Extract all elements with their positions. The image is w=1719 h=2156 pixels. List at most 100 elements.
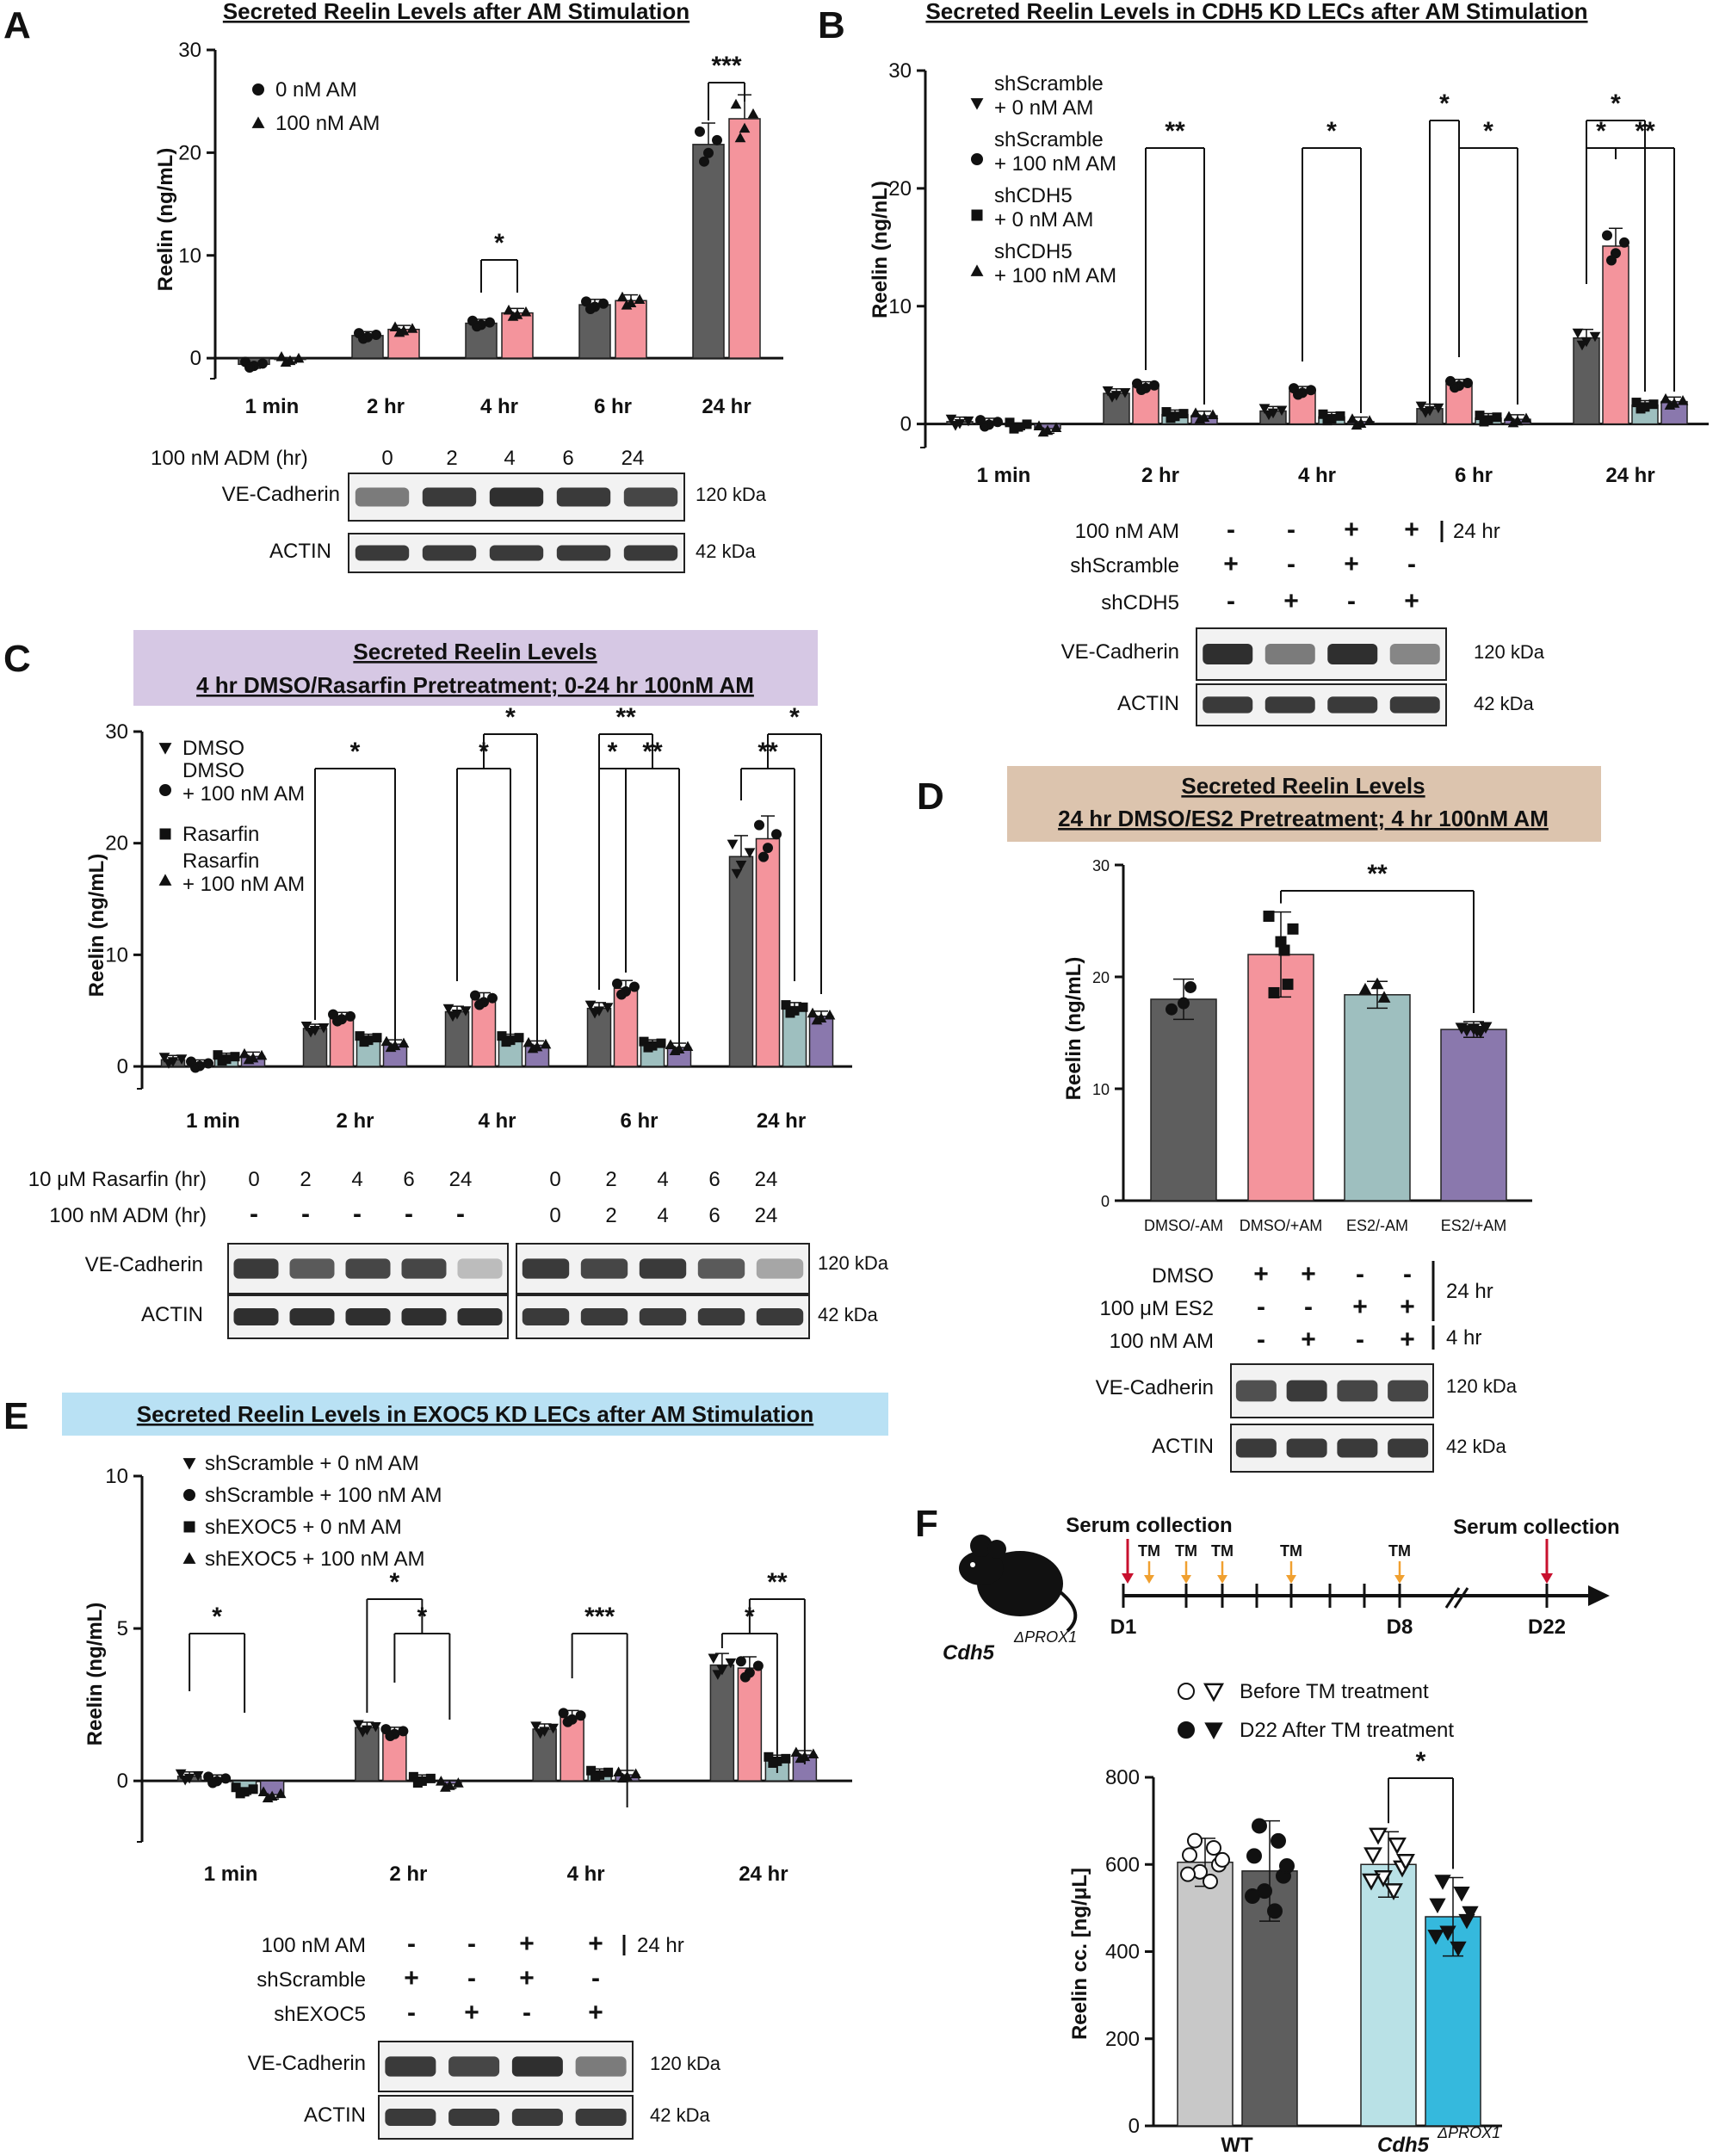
panel-e-data-point [262,1792,274,1803]
panel-b-data-point [1190,407,1202,417]
panel-c-data-point [540,1038,552,1049]
panel-a-data-point [703,147,714,158]
panel-f-data-point [1206,1840,1221,1856]
panel-b-data-point [1033,420,1045,430]
panel-c-data-point [203,1058,213,1069]
panel-e-ytick-label: 10 [105,1465,128,1488]
panel-f-data-point [1369,1827,1388,1845]
panel-a-blot-band [355,487,410,507]
panel-c-data-point [487,992,498,1004]
panel-c-blot-kda: 42 kDa [818,1304,878,1325]
panel-c-title-box [133,630,818,706]
panel-b-legend-label: shCDH5 [994,240,1073,263]
panel-f-bar [1360,1863,1417,2127]
panel-b-legend-marker [971,209,983,221]
panel-f-data-point [1215,1851,1230,1868]
panel-b-blot-cond-value: - [1347,587,1356,615]
panel-c-data-point [616,989,627,1000]
panel-a-data-point [520,306,532,317]
panel-c-data-point [807,1007,819,1018]
panel-d-blot-band [1286,1380,1327,1402]
panel-b-category-label: 24 hr [1605,464,1654,487]
panel-c-bar [782,1007,807,1067]
panel-b-data-point [1335,411,1345,421]
panel-c-data-point [643,1042,653,1053]
panel-c-data-point [460,1006,472,1016]
panel-c-significance: * [505,703,516,732]
panel-c-data-point [754,819,764,831]
panel-d-blot-suffix: 24 hr [1446,1280,1493,1303]
panel-c-data-point [656,1038,666,1048]
panel-d-data-point [1479,1022,1493,1035]
panel-c-blot-row-label: VE-Cadherin [85,1253,203,1276]
panel-f-tm-label: TM [1388,1542,1411,1560]
panel-b-letter: B [818,4,845,46]
panel-d-data-point [1278,944,1290,956]
panel-f-data-point [1246,1848,1262,1864]
panel-e-title-box [62,1393,888,1436]
panel-b-blot-cond-label: shCDH5 [1101,591,1179,615]
panel-e-data-point [436,1776,447,1786]
panel-b-data-point [1037,426,1049,437]
panel-c-data-point [763,843,773,854]
panel-a-blot-band [422,545,477,561]
panel-c-data-point [758,851,769,862]
panel-e-y-label: Reelin (ng/mL) [83,1603,107,1746]
panel-b-data-point [1619,237,1629,248]
panel-a-blot-band [623,545,678,561]
panel-e-blot-band [448,2056,500,2077]
panel-d-blot-cond-label: DMSO [1152,1264,1214,1288]
panel-a-blot-band [422,487,477,507]
panel-c-data-point [380,1035,393,1047]
panel-c-data-point [359,1037,369,1047]
panel-e-data-point [558,1708,569,1719]
panel-c-significance: ** [642,738,663,766]
panel-b-blot-cond-value: + [1344,516,1359,544]
panel-f-data-point [1271,1832,1286,1849]
panel-c-data-point [305,1027,317,1038]
panel-b-data-point [1009,423,1019,434]
panel-c-ytick-label: 10 [105,943,128,967]
panel-c-legend-label: Rasarfin [182,823,259,846]
panel-f-ytick-label: 0 [1128,2115,1140,2138]
panel-a-data-point [244,361,255,373]
panel-b-legend-label: shScramble [994,72,1104,96]
panel-b-blot-cond-value: + [1404,587,1419,615]
panel-e-blot-band [511,2109,563,2126]
panel-b-significance: * [1483,117,1493,145]
panel-a-blot-band [556,545,611,561]
panel-a-title: Secreted Reelin Levels after AM Stimulat… [223,0,689,24]
panel-f-significance: * [1416,1747,1426,1776]
panel-d-data-point [1184,980,1196,993]
panel-e-data-point [440,1782,451,1792]
panel-c-data-point [735,861,747,871]
panel-b-bar [1573,337,1600,425]
panel-a-data-point [507,311,519,321]
panel-e-legend-marker [183,1521,195,1533]
panel-e-significance: * [390,1568,400,1597]
panel-b-blot-band [1265,644,1315,664]
panel-e-data-point [603,1767,614,1777]
panel-d-data-point [1282,979,1294,991]
panel-e-data-point [752,1660,764,1671]
panel-d-data-point [1370,977,1384,990]
panel-c-legend-marker [158,743,172,755]
panel-a-blot-band [623,487,678,507]
panel-c-data-point [682,1041,694,1052]
panel-b-data-point [1346,413,1358,423]
panel-e-bar [709,1664,735,1782]
panel-a-legend-marker [251,116,265,128]
panel-e-data-point [453,1777,464,1788]
panel-e-blot-row-label: VE-Cadherin [248,2052,366,2075]
panel-c-blot-band [289,1308,335,1325]
panel-e-bar [737,1667,763,1782]
panel-b-blot-cond-value: + [1223,550,1239,578]
panel-d-data-point [1268,986,1280,998]
panel-d-blot-band [1337,1438,1378,1458]
panel-a-blot-header-label: 100 nM ADM (hr) [151,447,308,470]
panel-d-letter: D [917,775,944,818]
panel-e-legend-marker [182,1552,196,1564]
panel-e-significance: ** [767,1568,788,1597]
panel-e-blot-kda: 42 kDa [650,2104,710,2126]
panel-e-blot-kda: 120 kDa [650,2053,721,2074]
